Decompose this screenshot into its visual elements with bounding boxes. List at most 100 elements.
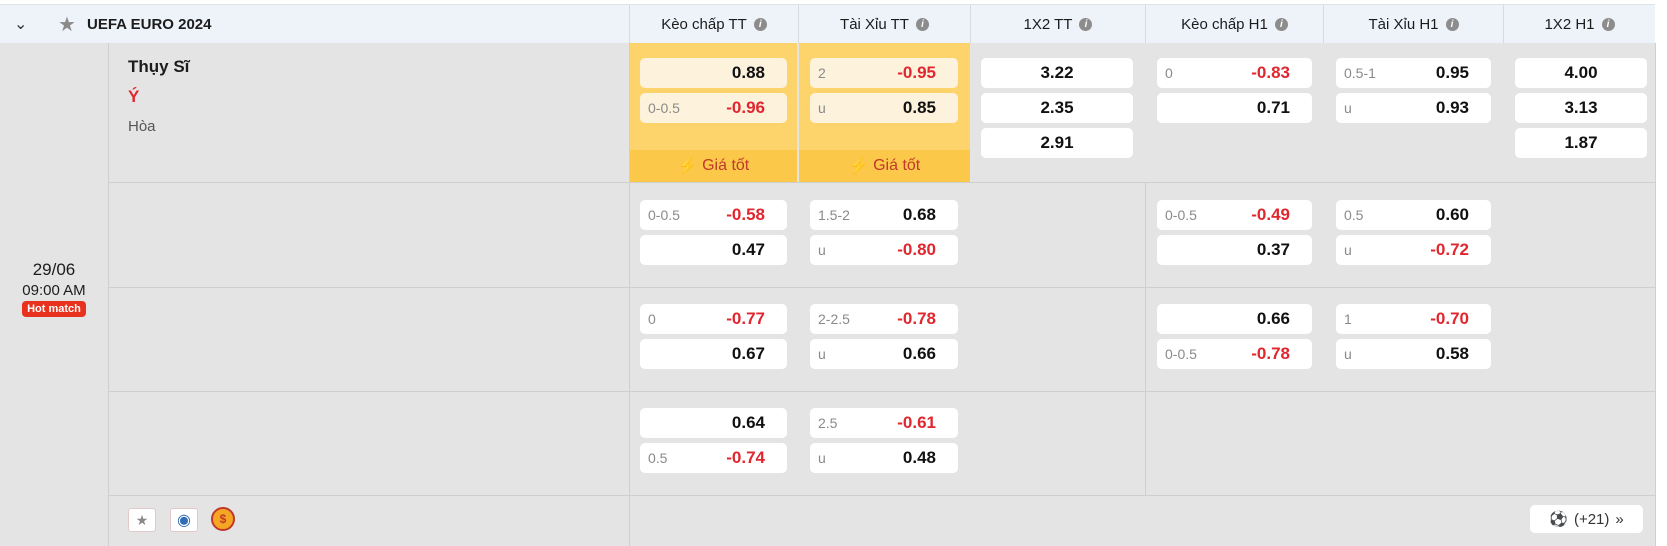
handicap-line: u: [1344, 346, 1352, 362]
odds-value: -0.49: [1251, 205, 1290, 224]
odds-value: 0.60: [1435, 205, 1469, 224]
odds-cell-x12-h1[interactable]: 1.87: [1515, 128, 1647, 158]
info-icon[interactable]: i: [1445, 17, 1459, 31]
handicap-line: 2-2.5: [818, 311, 850, 327]
handicap-line: 2.5: [818, 415, 838, 431]
odds-cell-hc-h1[interactable]: 0.37: [1157, 235, 1312, 265]
best-price-label: ⚡ Giá tốt: [630, 150, 797, 182]
odds-cell-ou-h1[interactable]: u 0.58: [1336, 339, 1491, 369]
info-icon[interactable]: i: [753, 17, 767, 31]
odds-value: -0.95: [897, 63, 936, 82]
league-header: ⌄ ★ UEFA EURO 2024 Kèo chấp TT i Tài Xỉu …: [0, 4, 1655, 43]
info-icon[interactable]: i: [915, 17, 929, 31]
odds-value: -0.70: [1430, 309, 1469, 328]
home-team: Thụy Sĩ: [128, 57, 190, 76]
odds-cell-ou-tt[interactable]: 1.5-2 0.68: [810, 200, 958, 230]
away-team: Ý: [128, 87, 140, 106]
odds-value: -0.74: [726, 448, 765, 467]
handicap-line: u: [818, 450, 826, 466]
odds-value: 2.91: [1040, 133, 1074, 152]
handicap-line: 0-0.5: [1165, 207, 1197, 223]
info-icon[interactable]: i: [1274, 17, 1288, 31]
handicap-line: 0: [1165, 65, 1173, 81]
odds-value: 0.71: [1256, 98, 1290, 117]
odds-value: 0.37: [1256, 240, 1290, 259]
handicap-line: 0.5: [648, 450, 668, 466]
odds-value: -0.80: [897, 240, 936, 259]
more-markets-button[interactable]: ⚽ (+21) »: [1530, 505, 1643, 533]
odds-value: -0.58: [726, 205, 765, 224]
odds-cell-ou-tt[interactable]: u -0.80: [810, 235, 958, 265]
column-header-1x2-ft: 1X2 TT i: [970, 5, 1145, 43]
odds-value: 0.85: [902, 98, 936, 117]
odds-cell-ou-tt[interactable]: 2 -0.95: [810, 58, 958, 88]
odds-cell-hc-tt[interactable]: 0-0.5 -0.58: [640, 200, 787, 230]
odds-value: 0.88: [731, 63, 765, 82]
favorite-button[interactable]: ★: [128, 508, 156, 532]
odds-cell-ou-tt[interactable]: u 0.85: [810, 93, 958, 123]
odds-cell-ou-tt[interactable]: u 0.48: [810, 443, 958, 473]
handicap-line: 0.5: [1344, 207, 1364, 223]
odds-value: 0.66: [902, 344, 936, 363]
watch-button[interactable]: ◉: [170, 508, 198, 532]
odds-cell-hc-tt[interactable]: 0.67: [640, 339, 787, 369]
handicap-line: 1.5-2: [818, 207, 850, 223]
odds-cell-hc-h1[interactable]: 0.66: [1157, 304, 1312, 334]
odds-cell-x12-tt[interactable]: 2.91: [981, 128, 1133, 158]
chevron-down-icon[interactable]: ⌄: [14, 16, 28, 33]
star-icon[interactable]: ★: [58, 14, 76, 36]
column-header-handicap-ft: Kèo chấp TT i: [629, 5, 798, 43]
soccer-ball-icon: ⚽: [1549, 511, 1568, 528]
odds-cell-ou-tt[interactable]: 2.5 -0.61: [810, 408, 958, 438]
hot-match-badge: Hot match: [22, 301, 86, 317]
odds-cell-hc-h1[interactable]: 0-0.5 -0.49: [1157, 200, 1312, 230]
odds-cell-hc-h1[interactable]: 0.71: [1157, 93, 1312, 123]
odds-value: 2.35: [1040, 98, 1074, 117]
handicap-line: u: [818, 346, 826, 362]
odds-cell-ou-tt[interactable]: 2-2.5 -0.78: [810, 304, 958, 334]
eye-icon: ◉: [177, 512, 191, 529]
column-header-over-under-ft: Tài Xỉu TT i: [798, 5, 970, 43]
odds-value: -0.78: [1251, 344, 1290, 363]
handicap-line: 1: [1344, 311, 1352, 327]
odds-cell-hc-tt[interactable]: 0.64: [640, 408, 787, 438]
odds-cell-hc-tt[interactable]: 0.88: [640, 58, 787, 88]
handicap-line: u: [1344, 242, 1352, 258]
odds-cell-ou-h1[interactable]: u 0.93: [1336, 93, 1491, 123]
odds-value: 0.66: [1256, 309, 1290, 328]
draw-label: Hòa: [128, 118, 156, 135]
odds-cell-ou-h1[interactable]: 1 -0.70: [1336, 304, 1491, 334]
odds-value: 0.47: [731, 240, 765, 259]
column-header-handicap-h1: Kèo chấp H1 i: [1145, 5, 1323, 43]
odds-cell-ou-h1[interactable]: 0.5 0.60: [1336, 200, 1491, 230]
info-icon[interactable]: i: [1079, 17, 1093, 31]
odds-cell-hc-h1[interactable]: 0-0.5 -0.78: [1157, 339, 1312, 369]
odds-cell-ou-h1[interactable]: u -0.72: [1336, 235, 1491, 265]
match-datetime: 29/06 09:00 AM Hot match: [0, 260, 108, 317]
odds-cell-x12-tt[interactable]: 3.22: [981, 58, 1133, 88]
league-name: UEFA EURO 2024: [87, 16, 212, 33]
match-date: 29/06: [32, 260, 76, 279]
odds-cell-hc-h1[interactable]: 0 -0.83: [1157, 58, 1312, 88]
odds-cell-ou-tt[interactable]: u 0.66: [810, 339, 958, 369]
odds-cell-ou-h1[interactable]: 0.5-1 0.95: [1336, 58, 1491, 88]
odds-value: -0.61: [897, 413, 936, 432]
odds-cell-x12-tt[interactable]: 2.35: [981, 93, 1133, 123]
handicap-line: u: [1344, 100, 1352, 116]
odds-value: 0.58: [1435, 344, 1469, 363]
odds-value: -0.96: [726, 98, 765, 117]
handicap-line: 2: [818, 65, 826, 81]
info-icon[interactable]: i: [1601, 17, 1615, 31]
coin-icon[interactable]: $: [211, 507, 235, 531]
odds-value: 0.48: [902, 448, 936, 467]
odds-cell-hc-tt[interactable]: 0-0.5 -0.96: [640, 93, 787, 123]
odds-cell-hc-tt[interactable]: 0.5 -0.74: [640, 443, 787, 473]
odds-cell-hc-tt[interactable]: 0 -0.77: [640, 304, 787, 334]
best-price-label: ⚡ Giá tốt: [799, 150, 970, 182]
match-time: 09:00 AM: [22, 282, 86, 299]
handicap-line: 0.5-1: [1344, 65, 1376, 81]
odds-cell-x12-h1[interactable]: 4.00: [1515, 58, 1647, 88]
odds-cell-hc-tt[interactable]: 0.47: [640, 235, 787, 265]
odds-value: 1.87: [1564, 133, 1598, 152]
odds-cell-x12-h1[interactable]: 3.13: [1515, 93, 1647, 123]
